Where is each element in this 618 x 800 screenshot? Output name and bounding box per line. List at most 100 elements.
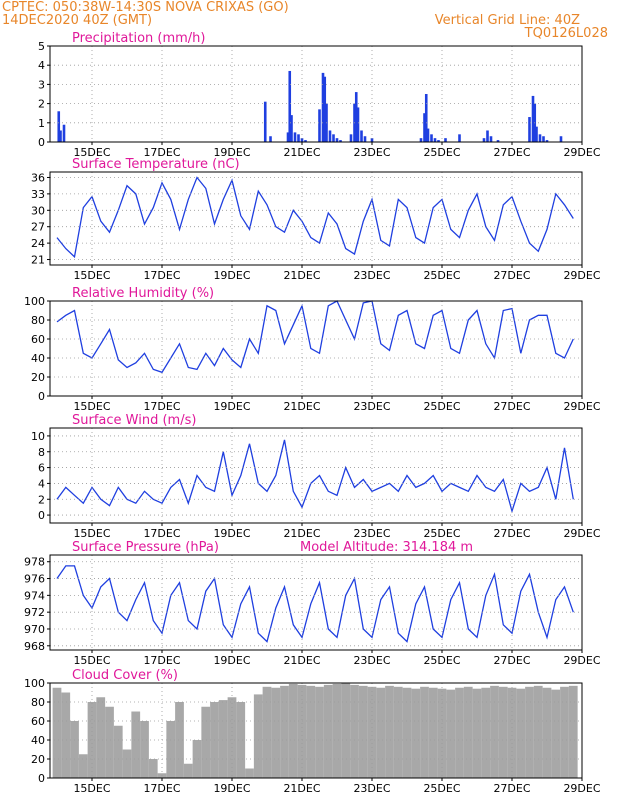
x-tick-label: 21DEC [283, 400, 320, 413]
cloud-bar [446, 689, 456, 778]
y-tick-label: 27 [31, 221, 45, 234]
cloud-bar [61, 692, 71, 778]
cloud-bar [175, 702, 184, 778]
chart-subtitle: Model Altitude: 314.184 m [300, 540, 473, 555]
x-tick-label: 29DEC [563, 146, 600, 159]
precip-bar [304, 140, 307, 142]
precip-bar [363, 136, 367, 142]
x-tick-label: 29DEC [563, 269, 600, 282]
cloud-bar [560, 686, 569, 778]
y-tick-label: 36 [31, 171, 45, 184]
precip-bar [535, 126, 538, 142]
x-tick-label: 27DEC [493, 400, 530, 413]
precip-bar [360, 130, 363, 142]
chart-panel-5: Surface Pressure (hPa) Model Altitude: 31… [24, 540, 601, 667]
cloud-bar [306, 685, 316, 778]
precip-bar [269, 136, 272, 142]
precip-bar [423, 113, 426, 142]
y-tick-label: 6 [38, 462, 45, 475]
cloud-bar [288, 683, 298, 778]
precip-bar [339, 140, 342, 142]
cloud-bar [533, 685, 543, 778]
chart-panel-4: Surface Wind (m/s) 0 2 4 6 8 10 15DEC 17DEC 19DEC… [31, 413, 601, 540]
cloud-bar [332, 683, 342, 778]
y-tick-label: 33 [31, 188, 45, 201]
precip-bar [426, 128, 430, 142]
y-tick-label: 60 [31, 333, 45, 346]
y-tick-label: 1 [38, 117, 45, 130]
precip-bar [433, 138, 437, 142]
x-tick-label: 17DEC [143, 146, 180, 159]
x-tick-label: 15DEC [73, 654, 110, 667]
y-tick-label: 0 [38, 509, 45, 522]
cloud-bar [376, 687, 386, 778]
x-tick-label: 21DEC [283, 782, 320, 795]
cloud-bar [323, 684, 333, 778]
cloud-bar [105, 706, 114, 778]
cloud-bar [236, 702, 246, 778]
y-tick-label: 5 [38, 40, 45, 53]
y-tick-label: 80 [31, 696, 45, 709]
precip-bar [424, 94, 428, 142]
cloud-bar [472, 688, 482, 778]
cloud-bar [367, 686, 377, 778]
x-tick-label: 15DEC [73, 400, 110, 413]
cloud-bar [498, 686, 508, 778]
cloud-bar [437, 688, 447, 778]
precip-bar [545, 140, 549, 142]
x-tick-label: 19DEC [213, 782, 250, 795]
cloud-bar [481, 687, 491, 778]
x-tick-label: 29DEC [563, 400, 600, 413]
x-tick-label: 27DEC [493, 527, 530, 540]
chart-title: Surface Wind (m/s) [72, 413, 196, 428]
precip-bar [538, 134, 542, 142]
precip-bar [528, 117, 531, 142]
precip-bar [356, 107, 360, 142]
cloud-bar [542, 687, 552, 778]
y-tick-label: 970 [24, 623, 45, 636]
x-tick-label: 17DEC [143, 654, 180, 667]
precip-bar [559, 136, 563, 142]
precip-bar [290, 115, 293, 142]
precip-bar [59, 130, 62, 142]
plot-frame [49, 45, 583, 143]
cloud-bar [420, 686, 429, 778]
cloud-bar [148, 759, 158, 778]
cloud-bar [262, 686, 272, 778]
y-tick-label: 0 [38, 772, 45, 785]
plot-frame [49, 554, 583, 651]
cloud-bar [245, 768, 254, 778]
cloud-bar [402, 687, 412, 778]
x-tick-label: 25DEC [423, 146, 460, 159]
x-tick-label: 27DEC [493, 654, 530, 667]
x-tick-label: 23DEC [353, 782, 390, 795]
cloud-bar [140, 721, 149, 778]
cloud-bar [96, 697, 106, 778]
y-tick-label: 100 [24, 677, 45, 690]
y-tick-label: 20 [31, 371, 45, 384]
y-tick-label: 60 [31, 715, 45, 728]
precip-bar [263, 101, 267, 142]
precip-bar [458, 134, 461, 142]
cloud-bar [490, 685, 499, 778]
precip-bar [482, 138, 486, 142]
cloud-bar [428, 687, 438, 778]
precip-bar [430, 134, 433, 142]
y-tick-label: 10 [31, 430, 45, 443]
x-tick-label: 15DEC [73, 527, 110, 540]
cloud-bar [183, 763, 193, 778]
cloud-bar [218, 700, 228, 778]
y-tick-label: 976 [24, 573, 45, 586]
y-tick-label: 80 [31, 314, 45, 327]
y-tick-label: 24 [31, 237, 45, 250]
y-tick-label: 40 [31, 352, 45, 365]
precip-bar [288, 70, 292, 142]
precip-bar [62, 124, 66, 142]
y-tick-label: 8 [38, 446, 45, 459]
plot-frame [49, 171, 583, 266]
header-date: 14DEC2020 40Z (GMT) [2, 13, 152, 28]
chart-panel-1: Precipitation (mm/h) 0 1 2 3 4 5 15DEC 17DEC 19DE… [38, 31, 601, 159]
cloud-bar [70, 721, 79, 778]
precip-bar [300, 138, 304, 142]
precip-bar [293, 132, 297, 142]
